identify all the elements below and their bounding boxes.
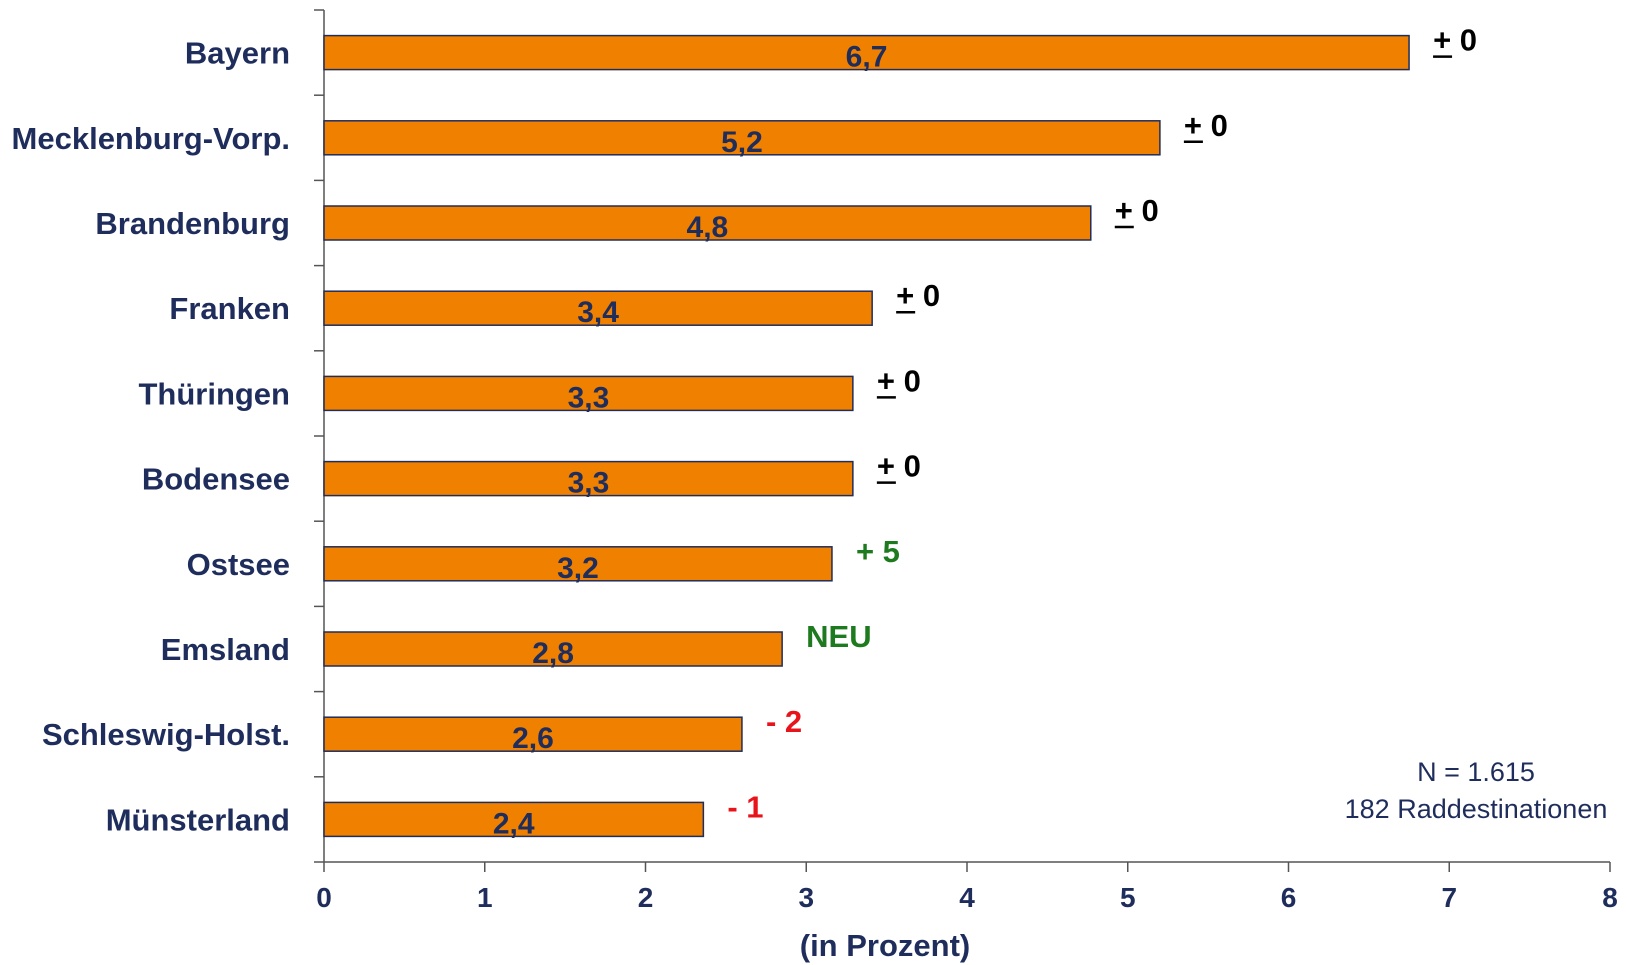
x-tick-label: 8 (1602, 882, 1618, 913)
x-tick-label: 1 (477, 882, 493, 913)
value-label: 4,8 (687, 211, 729, 244)
bar (323, 546, 833, 582)
x-tick-label: 0 (316, 882, 332, 913)
rank-change-label: + 0 (877, 363, 921, 398)
bar (323, 631, 783, 667)
value-label: 2,4 (493, 807, 535, 840)
x-tick-label: 2 (638, 882, 654, 913)
rank-change-label: + 5 (856, 534, 900, 569)
value-label: 3,2 (557, 552, 599, 585)
bar (323, 290, 873, 326)
rank-change-label: NEU (806, 619, 871, 654)
bar (323, 460, 854, 497)
bar (323, 120, 1161, 156)
value-label: 3,4 (577, 296, 619, 329)
x-tick-label: 6 (1281, 882, 1297, 913)
category-label: Thüringen (138, 376, 290, 411)
category-label: Emsland (161, 632, 290, 667)
bar (323, 375, 854, 412)
category-label: Mecklenburg-Vorp. (12, 121, 290, 156)
x-tick-label: 3 (798, 882, 814, 913)
value-label: 5,2 (721, 126, 763, 159)
value-label: 3,3 (568, 467, 610, 500)
bar (323, 801, 705, 838)
x-axis-title: (in Prozent) (800, 928, 971, 963)
rank-change-label: + 0 (1115, 193, 1159, 228)
sample-size-note: N = 1.615 (1417, 757, 1535, 787)
rank-change-label: - 2 (766, 704, 802, 739)
category-label: Münsterland (106, 802, 290, 837)
category-label: Brandenburg (95, 206, 290, 241)
bar (323, 34, 1410, 71)
x-tick-label: 5 (1120, 882, 1136, 913)
category-label: Bayern (185, 36, 290, 71)
category-label: Ostsee (187, 547, 290, 582)
rank-change-label: + 0 (1184, 108, 1228, 143)
rank-change-label: + 0 (877, 449, 921, 484)
bar (323, 205, 1092, 241)
chart-labels: Bayern 6,7 + 0 Mecklenburg-Vorp. 5,2 + 0 Brand… (12, 23, 1478, 841)
chart-axes: 0 1 2 3 4 5 6 7 8 (314, 9, 1618, 913)
value-label: 2,6 (512, 722, 554, 755)
chart-bars (323, 34, 1410, 838)
value-label: 6,7 (846, 41, 888, 74)
rank-change-label: - 1 (727, 789, 763, 824)
x-tick-label: 4 (959, 882, 975, 913)
category-label: Franken (169, 291, 290, 326)
category-label: Bodensee (142, 462, 290, 497)
rank-change-label: + 0 (1433, 23, 1477, 58)
bar (323, 716, 743, 752)
category-label: Schleswig-Holst. (42, 717, 290, 752)
value-label: 2,8 (532, 637, 574, 670)
rank-change-label: + 0 (896, 278, 940, 313)
value-label: 3,3 (568, 381, 610, 414)
x-tick-label: 7 (1441, 882, 1457, 913)
destinations-note: 182 Raddestinationen (1345, 794, 1608, 824)
